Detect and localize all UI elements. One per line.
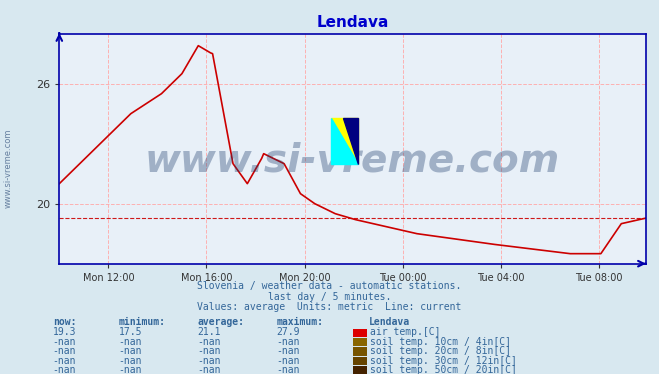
- Text: Slovenia / weather data - automatic stations.: Slovenia / weather data - automatic stat…: [197, 281, 462, 291]
- Text: -nan: -nan: [198, 346, 221, 356]
- Bar: [353, 347, 367, 356]
- Polygon shape: [331, 118, 358, 164]
- Text: soil temp. 20cm / 8in[C]: soil temp. 20cm / 8in[C]: [370, 346, 511, 356]
- Text: -nan: -nan: [277, 337, 301, 347]
- Text: -nan: -nan: [119, 356, 142, 365]
- Text: 27.9: 27.9: [277, 328, 301, 337]
- Text: -nan: -nan: [119, 346, 142, 356]
- Bar: [353, 357, 367, 365]
- Text: soil temp. 30cm / 12in[C]: soil temp. 30cm / 12in[C]: [370, 356, 517, 365]
- Bar: [353, 329, 367, 337]
- Text: 17.5: 17.5: [119, 328, 142, 337]
- Text: soil temp. 50cm / 20in[C]: soil temp. 50cm / 20in[C]: [370, 365, 517, 374]
- Text: -nan: -nan: [277, 356, 301, 365]
- Text: -nan: -nan: [53, 346, 76, 356]
- Text: 21.1: 21.1: [198, 328, 221, 337]
- Bar: [353, 338, 367, 346]
- Text: minimum:: minimum:: [119, 318, 165, 327]
- Text: -nan: -nan: [198, 337, 221, 347]
- Text: www.si-vreme.com: www.si-vreme.com: [3, 129, 13, 208]
- Text: soil temp. 10cm / 4in[C]: soil temp. 10cm / 4in[C]: [370, 337, 511, 347]
- Text: -nan: -nan: [277, 346, 301, 356]
- Text: -nan: -nan: [198, 356, 221, 365]
- Text: -nan: -nan: [119, 365, 142, 374]
- Text: Lendava: Lendava: [369, 318, 410, 327]
- Text: maximum:: maximum:: [277, 318, 324, 327]
- Text: -nan: -nan: [119, 337, 142, 347]
- Polygon shape: [331, 118, 358, 164]
- Text: www.si-vreme.com: www.si-vreme.com: [145, 141, 560, 179]
- Text: 19.3: 19.3: [53, 328, 76, 337]
- Title: Lendava: Lendava: [316, 15, 389, 30]
- Text: -nan: -nan: [53, 365, 76, 374]
- Text: now:: now:: [53, 318, 76, 327]
- Text: average:: average:: [198, 318, 244, 327]
- Polygon shape: [343, 118, 358, 164]
- Text: Values: average  Units: metric  Line: current: Values: average Units: metric Line: curr…: [197, 303, 462, 312]
- Text: -nan: -nan: [277, 365, 301, 374]
- Text: -nan: -nan: [53, 356, 76, 365]
- Text: air temp.[C]: air temp.[C]: [370, 328, 440, 337]
- Text: last day / 5 minutes.: last day / 5 minutes.: [268, 292, 391, 302]
- Text: -nan: -nan: [53, 337, 76, 347]
- Text: -nan: -nan: [198, 365, 221, 374]
- Bar: [353, 366, 367, 374]
